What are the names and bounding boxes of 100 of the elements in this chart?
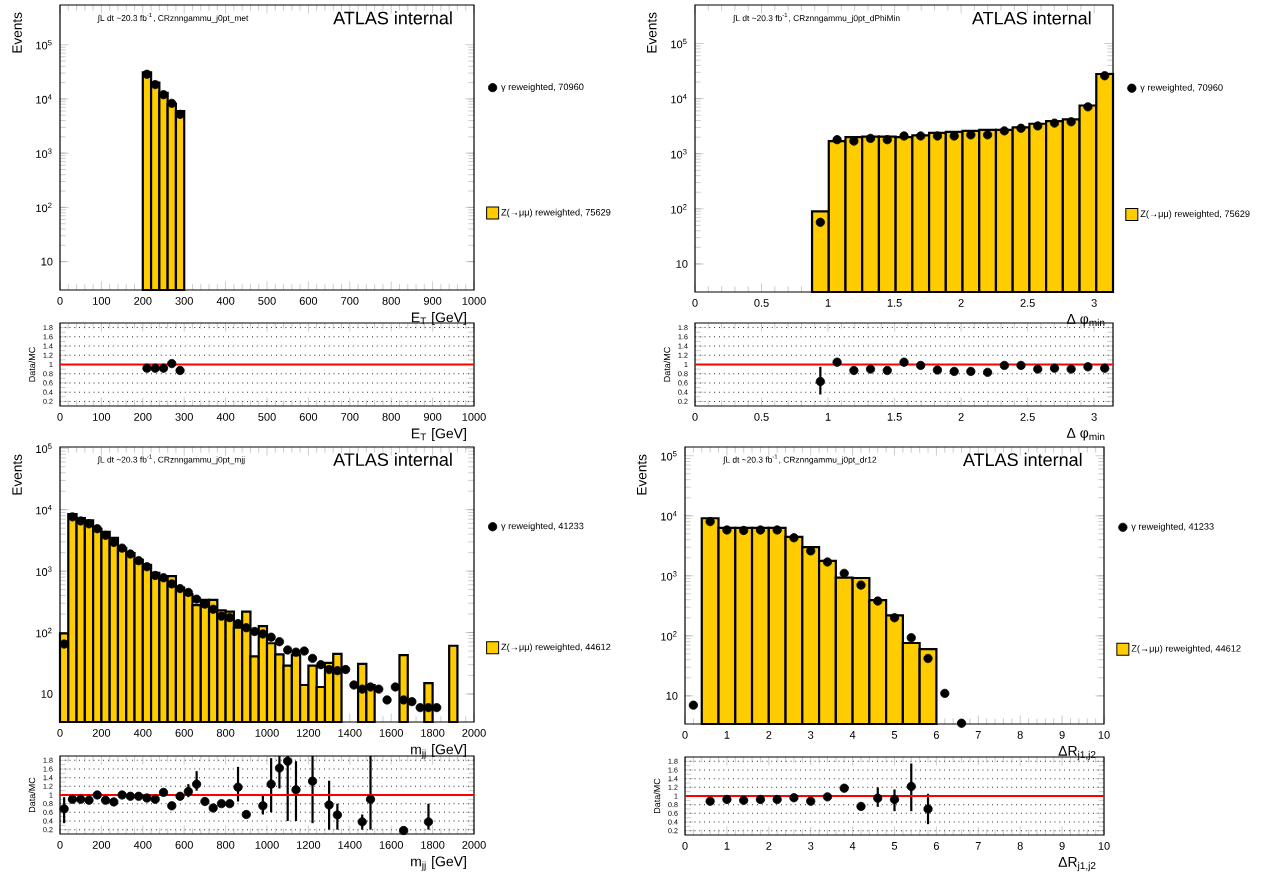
legend-label: γ reweighted, 41233 [501,522,584,532]
point [59,804,69,814]
x-tick-label: 700 [341,413,359,421]
x-tick-label: 0 [682,842,688,850]
point [134,791,144,801]
x-tick-label: 0 [57,841,63,849]
point [1100,363,1110,373]
point [357,817,367,827]
y-tick-label: 10$^{5}$ [661,451,677,461]
y-tick-label: 10$^{3}$ [671,148,687,159]
x-tick-label: 2.5 [1020,413,1035,421]
y-tick-label: 10$^{4}$ [36,94,52,104]
annotation: ∫L dt ~20.3 fb$^{-1}$, CRznngammu_j0pt_met [97,12,249,23]
point [423,817,434,827]
y-tick-label: 10$^{2}$ [36,202,52,213]
point [274,637,285,647]
point [175,365,185,376]
legend-label: γ reweighted, 70960 [501,83,584,92]
point [365,794,376,804]
point [705,796,715,806]
point [906,633,916,643]
point [722,525,732,535]
y-tick-label: 10 [666,691,678,700]
y-axis-title: Data/MC [28,347,36,382]
point [839,783,849,793]
x-tick-label: 2 [766,731,772,739]
x-tick-label: 3 [1091,413,1097,421]
point [889,613,900,623]
point [200,796,210,807]
x-tick-label: 1400 [338,729,362,737]
point [772,525,782,535]
x-tick-label: 1 [825,299,831,307]
y-tick-label: 10$^{5}$ [36,39,52,50]
point [307,653,318,663]
point [158,363,169,373]
x-axis-title: m$_{jj}$ [GeV] [411,744,466,759]
x-tick-label: 800 [382,413,400,421]
point [183,786,193,797]
x-tick-label: 9 [1059,842,1065,850]
x-tick-label: 1.5 [887,413,902,421]
point [1066,117,1076,127]
point [291,785,301,795]
point [291,647,301,657]
point [183,587,193,598]
x-tick-label: 1 [724,842,730,850]
point [192,779,202,789]
x-tick-label: 1200 [297,729,321,737]
x-axis-title: E$_{T}$ [GeV] [411,312,466,326]
x-tick-label: 3 [808,842,814,850]
point [1049,363,1060,373]
point [208,803,218,813]
annotation: ATLAS internal [333,452,452,466]
point [233,782,243,792]
annotation: ∫L dt ~20.3 fb$^{-1}$, CRznngammu_j0pt_dPhiMin [732,12,900,23]
point [225,799,235,809]
y-axis-title: Events [647,12,657,53]
point [916,360,926,371]
annotation: ATLAS internal [962,452,1082,467]
point [705,517,715,527]
point [899,357,909,367]
point [407,697,417,707]
y-tick-label: 10$^{2}$ [661,631,677,641]
legend-label: Z(→μμ) reweighted, 75629 [501,208,611,218]
point [940,688,950,698]
x-tick-label: 10 [1098,842,1110,850]
point [117,790,127,800]
x-axis-title: ΔR$_{j1,j2}$ [1058,746,1096,761]
x-tick-label: 900 [423,413,442,421]
point [949,366,959,377]
point [67,794,78,804]
point [932,365,943,375]
x-tick-label: 2000 [462,729,486,737]
x-tick-label: 1200 [297,841,321,849]
x-tick-label: 700 [341,297,359,305]
x-tick-label: 200 [92,841,111,849]
point [873,793,883,803]
point [865,133,876,143]
point [150,363,160,373]
point [999,360,1009,371]
x-tick-label: 0 [57,729,63,737]
point [241,809,251,820]
x-tick-label: 3 [1091,299,1097,307]
y-axis-title: Data/MC [653,778,661,813]
x-tick-label: 300 [175,297,193,305]
x-tick-label: 9 [1059,731,1065,739]
point [815,376,825,387]
point [983,367,993,377]
x-tick-label: 400 [216,413,235,421]
point [849,365,859,376]
y-tick-label: 10$^{4}$ [36,505,52,515]
x-tick-label: 300 [175,413,193,421]
x-tick-label: 4 [849,842,856,850]
point [92,790,102,800]
x-tick-label: 2 [958,413,964,421]
x-tick-label: 2000 [462,841,486,849]
x-tick-label: 500 [258,413,276,421]
y-axis-title: Events [637,454,647,495]
x-tick-label: 600 [175,729,193,737]
point [906,781,916,792]
x-tick-label: 800 [216,841,235,849]
